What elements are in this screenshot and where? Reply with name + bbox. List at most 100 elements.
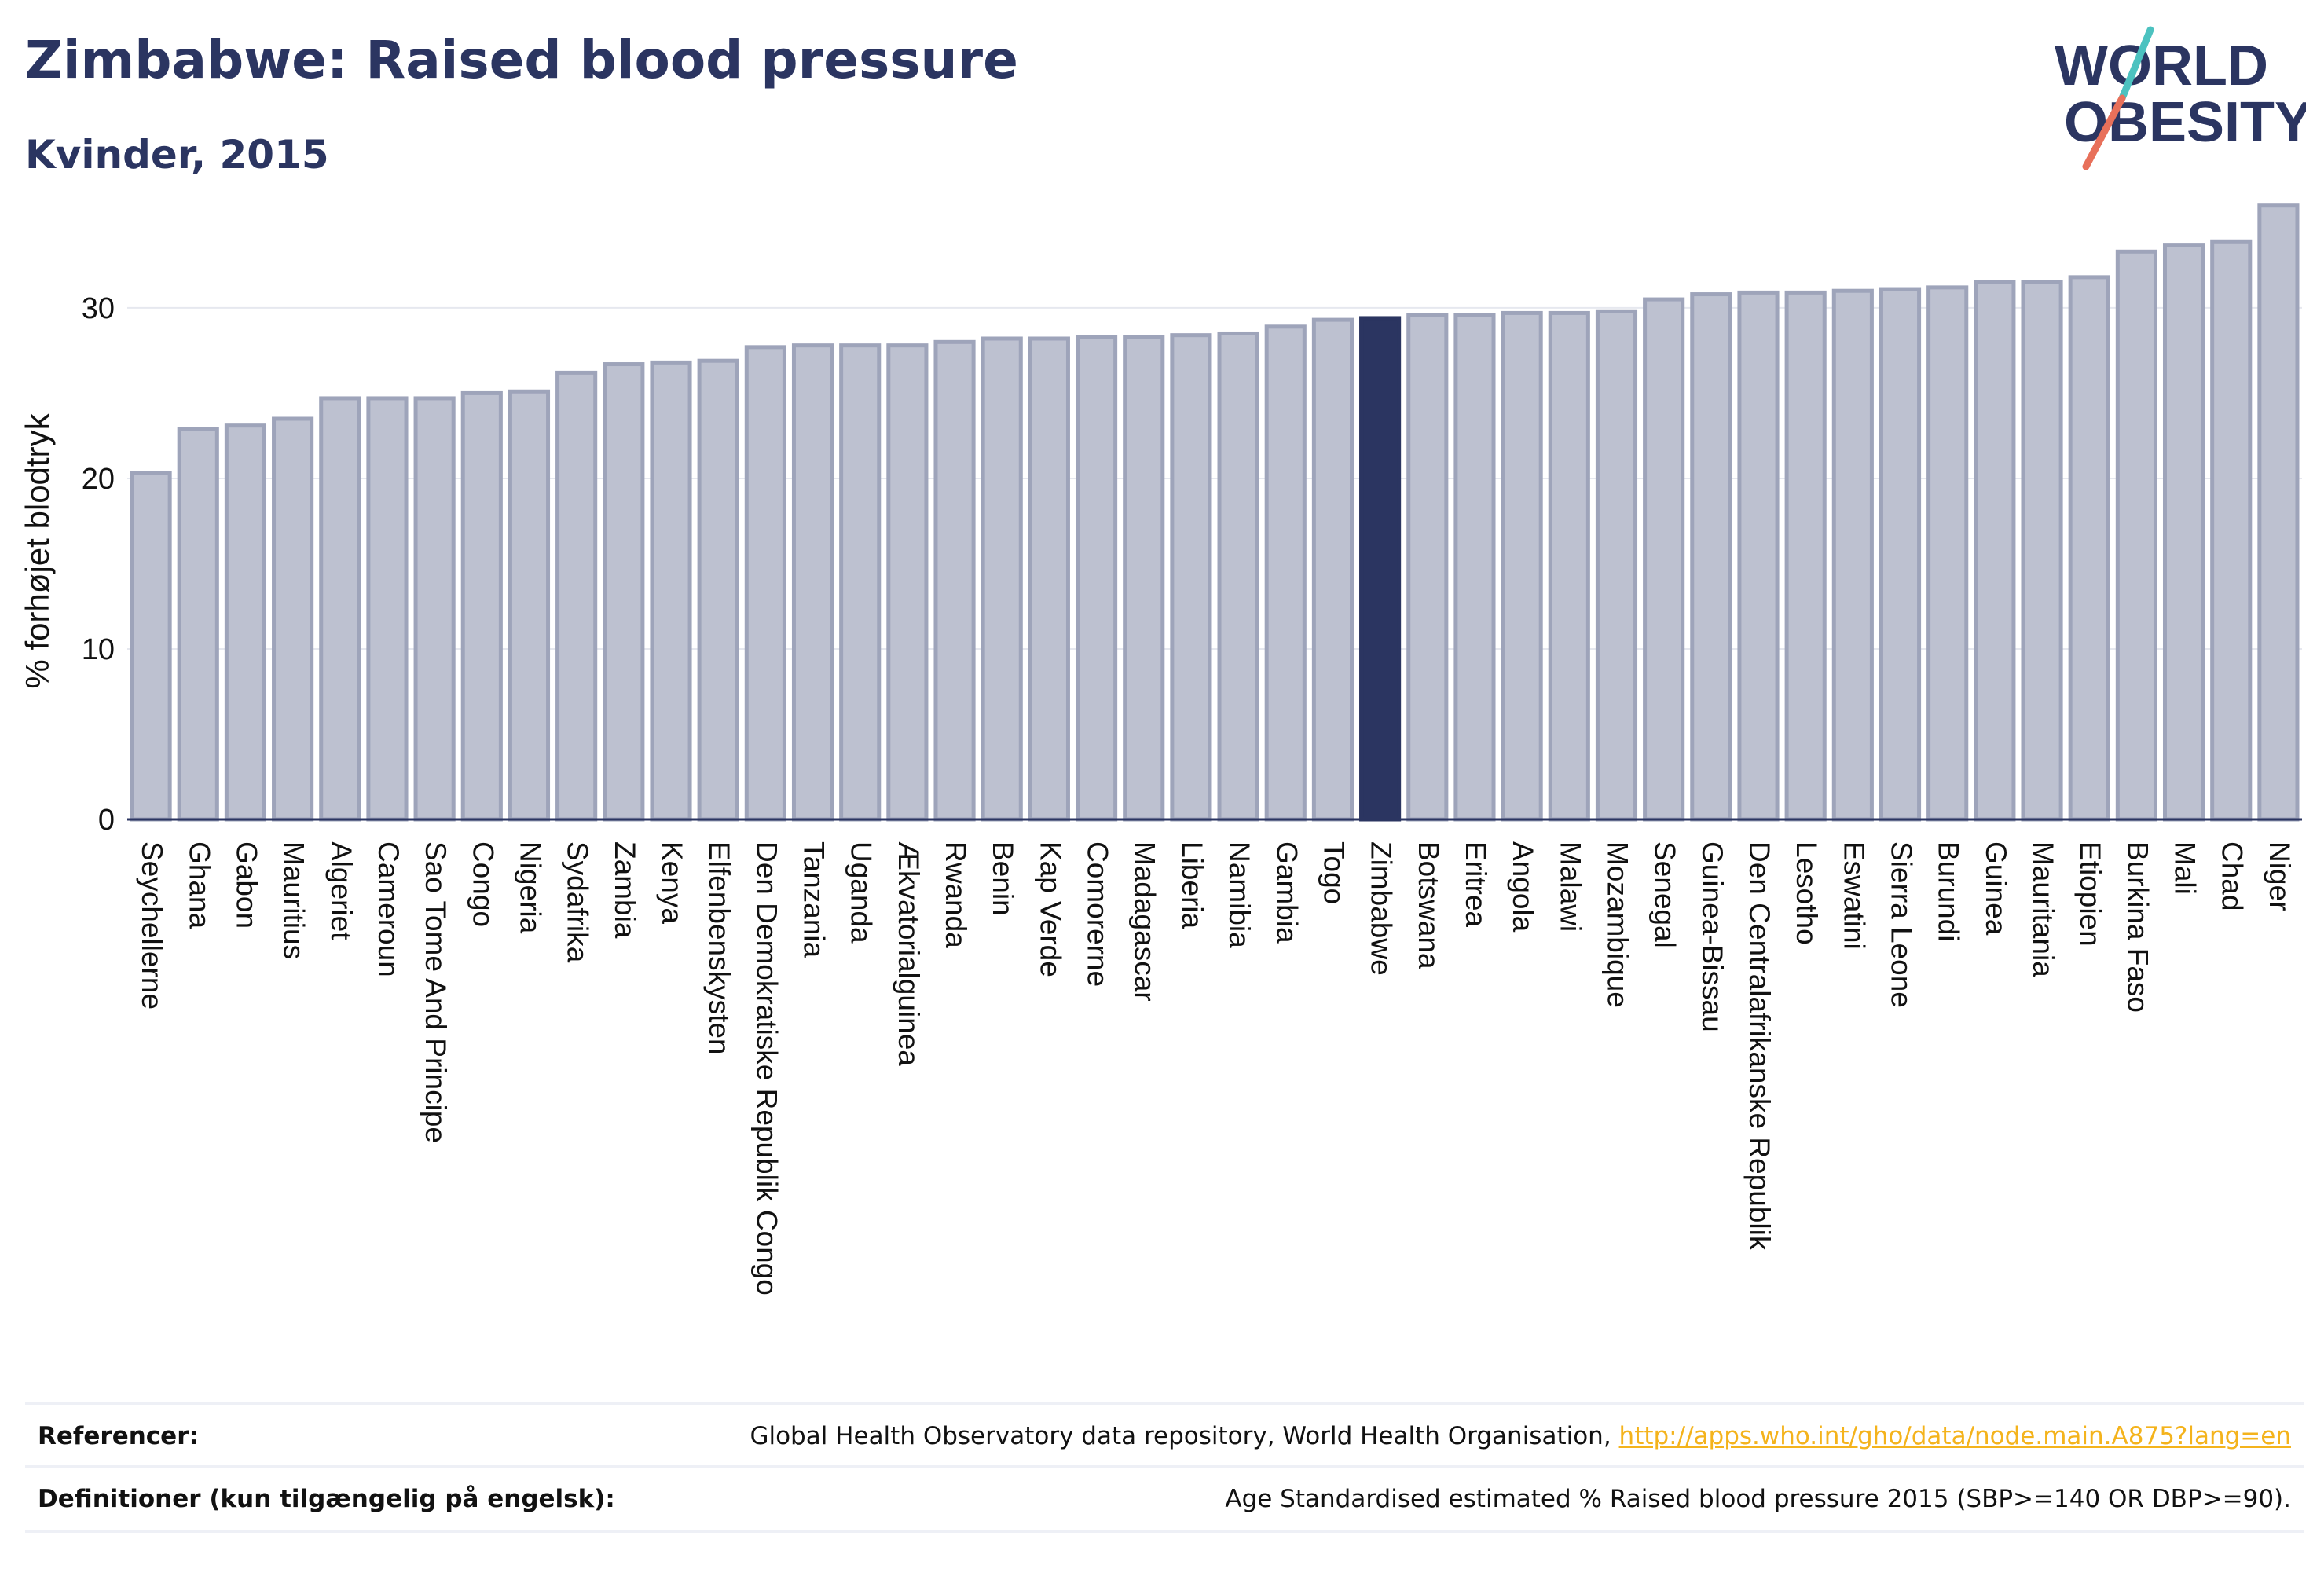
bar-uganda[interactable]	[839, 343, 882, 822]
logo-line2: OBESITY	[2064, 91, 2306, 154]
x-tick-label: Eswatini	[1838, 841, 1870, 950]
x-tick-label: Guinea	[1980, 841, 2012, 936]
x-tick-label: Mali	[2169, 841, 2201, 895]
bar-eritrea[interactable]	[1453, 313, 1496, 822]
x-tick-label: Mozambique	[1601, 841, 1633, 1008]
bar-mali[interactable]	[2162, 243, 2205, 822]
references-link[interactable]: http://apps.who.int/gho/data/node.main.A…	[1618, 1422, 2291, 1450]
bar-mozambique[interactable]	[1595, 309, 1638, 822]
bar-liberia[interactable]	[1170, 333, 1212, 822]
bar-guinea-bissau[interactable]	[1690, 292, 1732, 822]
bar-senegal[interactable]	[1643, 297, 1685, 822]
bar-mauritius[interactable]	[272, 416, 314, 822]
bar-kenya[interactable]	[650, 360, 692, 822]
x-tick-label: Den Centralafrikanske Republik	[1743, 841, 1776, 1251]
bar-congo[interactable]	[460, 390, 503, 822]
bar-sierra-leone[interactable]	[1879, 287, 1922, 822]
references-value: Global Health Observatory data repositor…	[750, 1422, 2304, 1450]
bar-burundi[interactable]	[1926, 285, 1969, 822]
x-tick-label: Guinea-Bissau	[1696, 841, 1728, 1032]
x-tick-label: Togo	[1318, 841, 1350, 904]
x-tick-label: Senegal	[1649, 841, 1681, 948]
bar-burkina-faso[interactable]	[2115, 249, 2157, 822]
bar-benin[interactable]	[981, 336, 1023, 822]
bar-botswana[interactable]	[1406, 313, 1449, 822]
x-tick-label: Eritrea	[1460, 841, 1492, 927]
x-tick-label: Sydafrika	[562, 841, 594, 963]
x-tick-label: Congo	[467, 841, 499, 927]
x-tick-label: Kenya	[656, 841, 688, 924]
logo-slash-top-icon	[2118, 26, 2154, 102]
bar-guinea[interactable]	[1974, 280, 2016, 822]
x-tick-label: Cameroun	[372, 841, 405, 977]
x-tick-label: Seychellerne	[136, 841, 168, 1010]
bar-tanzania[interactable]	[791, 343, 834, 822]
bar-niger[interactable]	[2257, 203, 2300, 822]
x-tick-label: Chad	[2216, 841, 2249, 911]
x-tick-label: Sierra Leone	[1886, 841, 1918, 1008]
definitions-label: Definitioner (kun tilgængelig på engelsk…	[38, 1485, 615, 1513]
y-tick-label: 10	[82, 633, 115, 666]
bar-namibia[interactable]	[1217, 331, 1259, 822]
bar-ækvatorialguinea[interactable]	[886, 343, 929, 822]
x-tick-label: Algeriet	[325, 841, 357, 940]
x-tick-label: Sao Tome And Principe	[420, 841, 452, 1143]
bar-den-centralafrikanske-republik[interactable]	[1737, 290, 1780, 822]
y-axis-label: % forhøjet blodtryk	[19, 412, 56, 688]
x-tick-label: Etiopien	[2074, 841, 2106, 947]
bar-zambia[interactable]	[603, 362, 645, 822]
bar-algeriet[interactable]	[319, 396, 361, 822]
x-tick-label: Rwanda	[940, 841, 972, 948]
bar-elfenbenskysten[interactable]	[697, 358, 739, 822]
x-tick-label: Burundi	[1933, 841, 1965, 942]
bar-zimbabwe[interactable]	[1359, 316, 1402, 822]
world-obesity-logo[interactable]: WORLD OBESITY	[2047, 24, 2306, 173]
y-tick-label: 0	[98, 804, 115, 837]
bar-mauritania[interactable]	[2021, 280, 2063, 822]
x-tick-label: Nigeria	[514, 841, 546, 934]
bar-chad[interactable]	[2210, 239, 2253, 822]
x-tick-label: Angola	[1507, 841, 1539, 933]
bar-nigeria[interactable]	[508, 389, 551, 822]
definitions-row: Definitioner (kun tilgængelig på engelsk…	[25, 1465, 2304, 1533]
x-tick-label: Burkina Faso	[2121, 841, 2154, 1013]
references-row: Referencer: Global Health Observatory da…	[25, 1402, 2304, 1468]
references-label: Referencer:	[38, 1422, 199, 1450]
bar-sao-tome-and-principe[interactable]	[413, 396, 456, 822]
x-tick-label: Comorerne	[1082, 841, 1114, 987]
bar-cameroun[interactable]	[366, 396, 409, 822]
bar-togo[interactable]	[1311, 317, 1354, 822]
x-tick-label: Zimbabwe	[1365, 841, 1398, 976]
bar-gambia[interactable]	[1264, 324, 1307, 822]
x-tick-label: Namibia	[1223, 841, 1255, 948]
x-tick-label: Benin	[987, 841, 1019, 916]
x-tick-label: Ghana	[183, 841, 215, 929]
definitions-value: Age Standardised estimated % Raised bloo…	[1225, 1485, 2291, 1513]
x-tick-label: Kap Verde	[1034, 841, 1066, 977]
x-tick-label: Mauritius	[278, 841, 310, 959]
bar-den-demokratiske-republik-congo[interactable]	[744, 345, 786, 822]
bar-kap-verde[interactable]	[1028, 336, 1070, 822]
y-tick-label: 30	[82, 292, 115, 325]
chart-title: Zimbabwe: Raised blood pressure	[25, 30, 1018, 90]
references-text: Global Health Observatory data repositor…	[750, 1422, 1619, 1450]
bar-lesotho[interactable]	[1784, 290, 1827, 822]
bar-madagascar[interactable]	[1123, 335, 1165, 822]
x-tick-label: Gabon	[230, 841, 262, 929]
bar-comorerne[interactable]	[1075, 335, 1118, 822]
bar-rwanda[interactable]	[933, 339, 976, 822]
bars	[130, 203, 2300, 822]
bar-angola[interactable]	[1501, 310, 1543, 822]
bar-seychellerne[interactable]	[130, 471, 172, 822]
bar-etiopien[interactable]	[2068, 275, 2110, 822]
bar-malawi[interactable]	[1548, 310, 1590, 822]
x-tick-labels: Seychellerne Ghana Gabon Mauritius Algeriet C…	[136, 841, 2296, 1296]
bar-ghana[interactable]	[177, 427, 219, 822]
x-tick-label: Den Demokratiske Republik Congo	[750, 841, 783, 1296]
bar-gabon[interactable]	[224, 423, 267, 822]
bar-eswatini[interactable]	[1831, 288, 1874, 822]
x-tick-label: Botswana	[1413, 841, 1445, 969]
bar-sydafrika[interactable]	[555, 370, 598, 822]
x-tick-label: Liberia	[1176, 841, 1208, 929]
x-tick-label: Ækvatorialguinea	[893, 841, 925, 1066]
